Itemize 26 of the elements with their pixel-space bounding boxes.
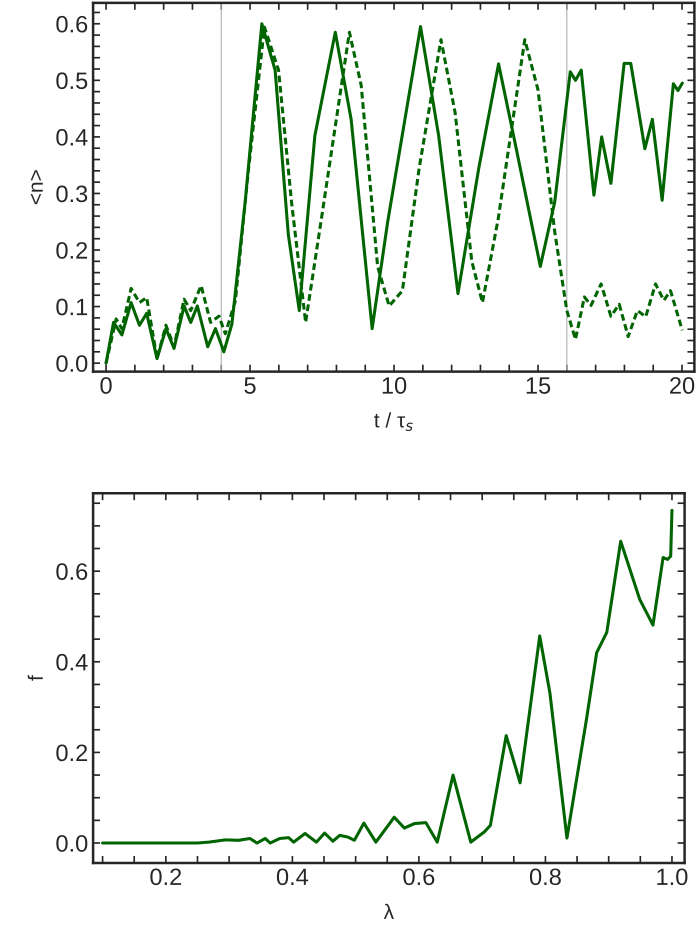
y-tick-label: 0.5: [56, 72, 88, 90]
y-tick-label: 0.6: [56, 563, 88, 580]
x-tick-label: 0.4: [276, 868, 308, 886]
x-axis-title: λ: [384, 904, 394, 919]
x-tick-label: 0.8: [530, 868, 561, 886]
x-tick-label: 1.0: [657, 868, 688, 886]
y-tick-label: 0.1: [56, 298, 88, 316]
y-tick-label: 0.4: [56, 654, 88, 671]
y-tick-label: 0.6: [56, 16, 88, 33]
y-tick-label: 0.4: [56, 128, 88, 146]
x-tick-label: 15: [526, 377, 550, 394]
y-axis-title: <n>: [30, 170, 43, 204]
x-tick-label: 20: [670, 377, 694, 394]
x-tick-label: 5: [244, 377, 256, 394]
x-tick-label: 0.6: [403, 868, 434, 886]
line-series: [101, 508, 674, 845]
y-tick-label: 0.0: [56, 835, 88, 852]
x-axis-title: t / τ$_{s}$: [374, 412, 413, 431]
y-tick-label: 0.0: [56, 355, 88, 372]
y-tick-label: 0.2: [56, 242, 88, 259]
x-tick-label: 0.2: [150, 868, 182, 886]
y-tick-label: 0.2: [56, 744, 88, 762]
y-tick-label: 0.3: [56, 186, 88, 202]
y-axis-title: f: [28, 675, 43, 681]
x-tick-label: 10: [382, 377, 406, 394]
x-tick-label: 0: [100, 377, 112, 394]
